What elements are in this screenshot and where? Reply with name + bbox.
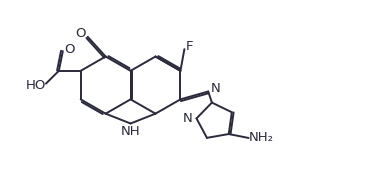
Text: N: N	[210, 82, 220, 95]
Text: NH₂: NH₂	[249, 131, 274, 145]
Text: F: F	[186, 40, 193, 53]
Text: HO: HO	[26, 79, 46, 92]
Text: NH: NH	[121, 125, 141, 138]
Text: O: O	[65, 43, 75, 56]
Text: O: O	[75, 27, 86, 40]
Text: N: N	[183, 112, 192, 125]
